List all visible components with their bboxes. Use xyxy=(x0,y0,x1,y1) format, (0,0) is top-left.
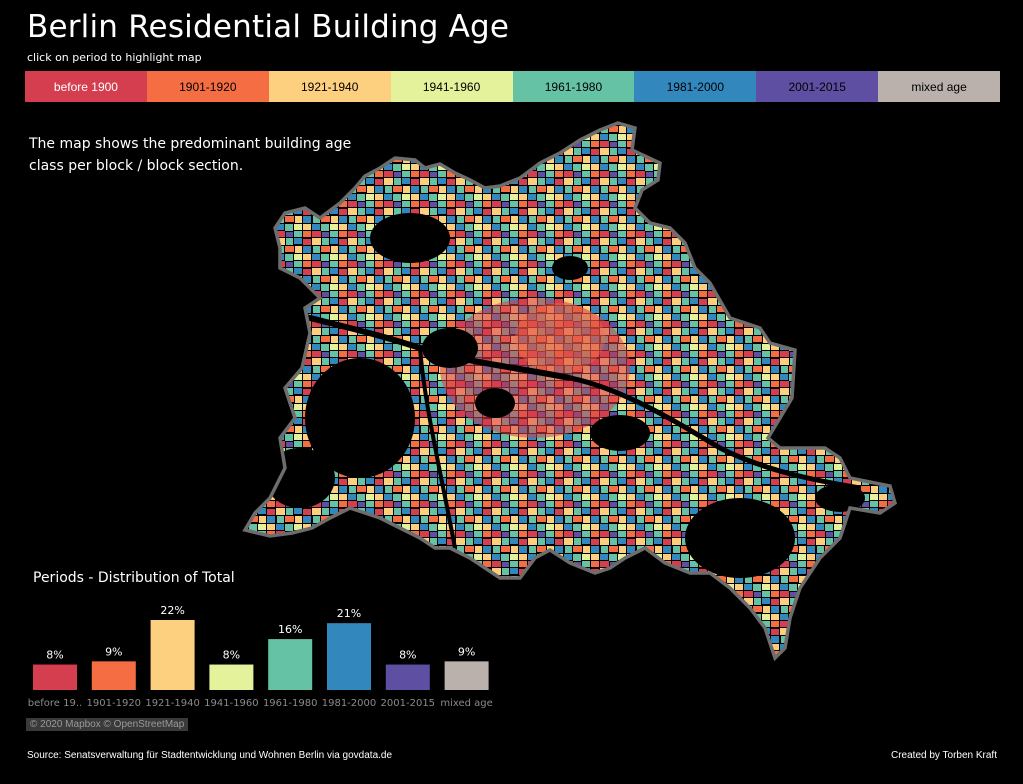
bar-0[interactable] xyxy=(33,664,77,690)
page-subtitle: click on period to highlight map xyxy=(27,51,202,64)
bar-value-label: 16% xyxy=(278,623,302,636)
author-credit: Created by Torben Kraft xyxy=(891,750,997,761)
bar-value-label: 9% xyxy=(458,645,475,658)
page-title: Berlin Residential Building Age xyxy=(27,9,510,45)
bar-1[interactable] xyxy=(91,661,136,690)
bar-2[interactable] xyxy=(150,620,195,690)
period-filter-mixed-age[interactable]: mixed age xyxy=(878,71,1000,102)
bar-value-label: 8% xyxy=(46,649,63,662)
bar-3[interactable] xyxy=(209,664,254,690)
bar-category-label: 1981-2000 xyxy=(322,698,377,709)
bar-category-label: 2001-2015 xyxy=(381,698,436,709)
period-filter-1921-1940[interactable]: 1921-1940 xyxy=(268,71,391,102)
source-note: Source: Senatsverwaltung für Stadtentwic… xyxy=(27,750,393,761)
berlin-map[interactable] xyxy=(240,118,905,663)
period-filter-1901-1920[interactable]: 1901-1920 xyxy=(146,71,269,102)
period-filter-1981-2000[interactable]: 1981-2000 xyxy=(634,71,757,102)
bar-value-label: 22% xyxy=(160,604,184,617)
chart-title: Periods - Distribution of Total xyxy=(33,570,235,586)
bar-4[interactable] xyxy=(268,639,313,690)
bar-category-label: mixed age xyxy=(440,698,492,709)
period-legend: before 1900 1901-1920 1921-1940 1941-196… xyxy=(25,71,1000,102)
bar-category-label: 1941-1960 xyxy=(204,698,259,709)
bar-category-label: 1961-1980 xyxy=(263,698,318,709)
bar-category-label: 1901-1920 xyxy=(87,698,142,709)
map-description: The map shows the predominant building a… xyxy=(29,136,352,174)
bar-value-label: 21% xyxy=(337,607,361,620)
bar-value-label: 8% xyxy=(399,649,416,662)
map-attribution[interactable]: © 2020 Mapbox © OpenStreetMap xyxy=(26,718,189,731)
period-filter-1941-1960[interactable]: 1941-1960 xyxy=(390,71,513,102)
bar-category-label: 1921-1940 xyxy=(145,698,200,709)
bar-value-label: 9% xyxy=(105,645,122,658)
bar-5[interactable] xyxy=(327,623,371,690)
bar-value-label: 8% xyxy=(223,649,240,662)
period-filter-2001-2015[interactable]: 2001-2015 xyxy=(756,71,879,102)
distribution-bar-chart: 8% before 19.. 9% 1901-1920 22% 1921-1940 8% 19… xyxy=(28,604,493,709)
bar-category-label: before 19.. xyxy=(28,698,82,709)
bar-7[interactable] xyxy=(444,661,489,690)
period-filter-1961-1980[interactable]: 1961-1980 xyxy=(512,71,635,102)
period-filter-before-1900[interactable]: before 1900 xyxy=(25,71,147,102)
bar-6[interactable] xyxy=(385,664,430,690)
